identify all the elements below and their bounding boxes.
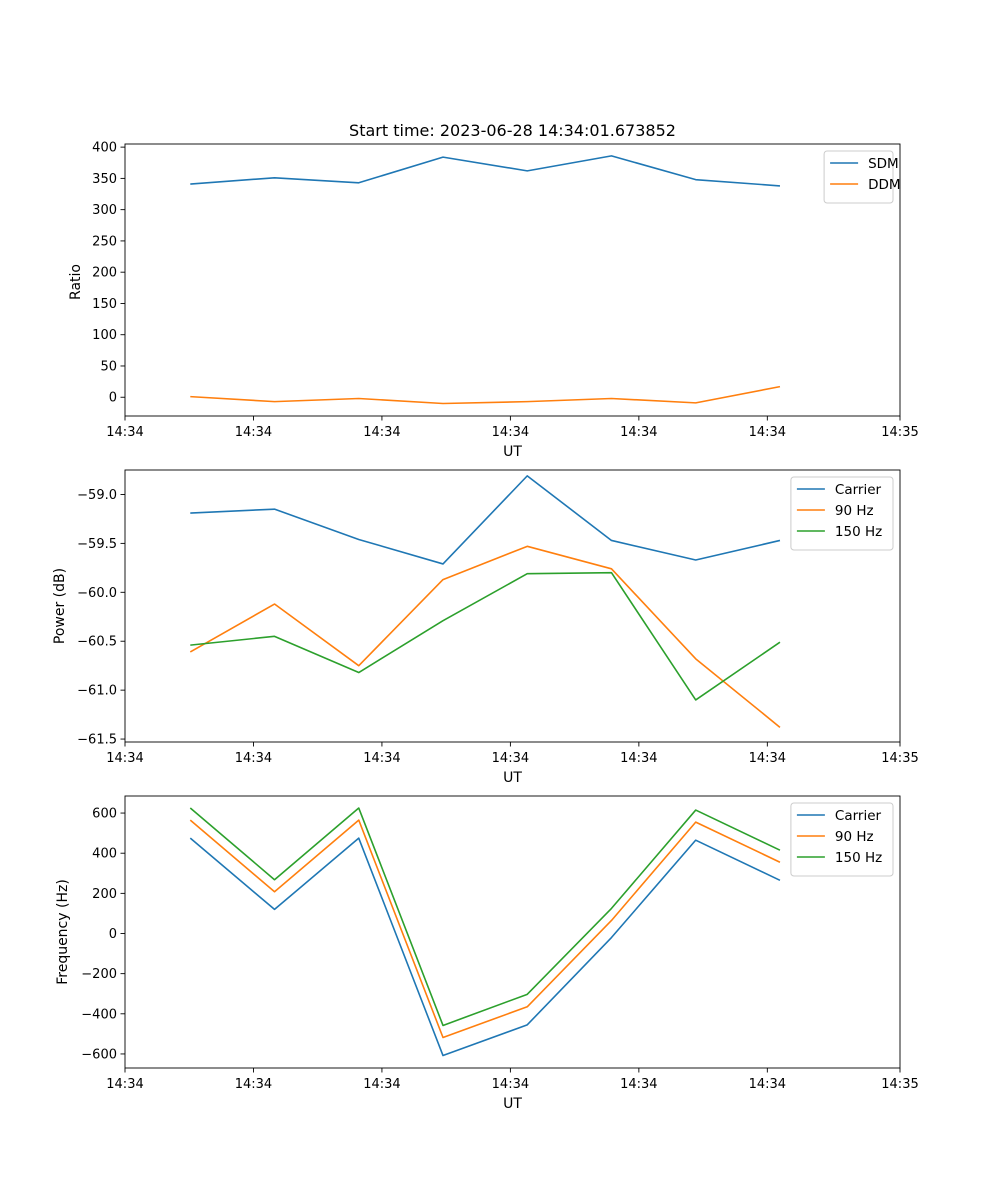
- frequency-axes-frame: [124, 795, 901, 1069]
- frequency-x-tick-label: 14:34: [235, 1077, 272, 1092]
- ratio-series-sdm-line: [190, 155, 781, 187]
- ratio-legend-label-sdm: SDM: [868, 156, 899, 172]
- power-y-tick-label: −60.0: [77, 586, 117, 601]
- power-x-tick-label: 14:34: [492, 751, 529, 766]
- ratio-y-label: Ratio: [68, 264, 84, 300]
- frequency-x-label: UT: [503, 1096, 522, 1112]
- ratio-y-tick-label: 200: [92, 266, 117, 281]
- ratio-y-tick-label: 150: [92, 297, 117, 312]
- ratio-x-tick-label: 14:34: [492, 425, 529, 440]
- power-series-carrier-line: [190, 475, 781, 565]
- ratio-legend-label-ddm: DDM: [868, 177, 900, 193]
- ratio-y-tick-label: 100: [92, 328, 117, 343]
- power-x-tick-label: 14:35: [881, 751, 918, 766]
- power-legend-label-150-hz: 150 Hz: [835, 524, 882, 540]
- ratio-x-tick-label: 14:34: [235, 425, 272, 440]
- power-y-tick-label: −59.5: [77, 537, 117, 552]
- frequency-y-tick-label: 0: [109, 927, 117, 942]
- power-x-tick-label: 14:34: [749, 751, 786, 766]
- ratio-y-tick-label: 50: [100, 359, 117, 374]
- power-x-label: UT: [503, 770, 522, 786]
- frequency-y-tick-label: 400: [92, 847, 117, 862]
- power-x-tick-label: 14:34: [235, 751, 272, 766]
- ratio-y-tick-label: 250: [92, 234, 117, 249]
- frequency-x-tick-label: 14:35: [881, 1077, 918, 1092]
- power-y-tick-label: −61.5: [77, 733, 117, 748]
- power-x-tick-label: 14:34: [363, 751, 400, 766]
- power-axes-frame: [124, 469, 901, 743]
- frequency-x-tick-label: 14:34: [363, 1077, 400, 1092]
- frequency-panel: 14:34 14:34 14:34 14:34 14:34 14:34 14:35 −600 −…: [81, 795, 919, 1092]
- frequency-y-tick-label: −200: [81, 967, 117, 982]
- ratio-y-tick-label: 300: [92, 203, 117, 218]
- frequency-legend-label-carrier: Carrier: [835, 808, 882, 824]
- frequency-y-tick-label: −400: [81, 1007, 117, 1022]
- ratio-y-tick-label: 0: [109, 391, 117, 406]
- power-x-tick-label: 14:34: [106, 751, 143, 766]
- ratio-x-tick-label: 14:34: [363, 425, 400, 440]
- frequency-y-tick-label: −600: [81, 1047, 117, 1062]
- frequency-y-label: Frequency (Hz): [55, 879, 71, 985]
- ratio-x-tick-label: 14:34: [106, 425, 143, 440]
- power-panel: 14:34 14:34 14:34 14:34 14:34 14:34 14:35 −61.5…: [77, 469, 919, 766]
- power-legend-label-carrier: Carrier: [835, 482, 882, 498]
- ratio-legend-box: [823, 150, 894, 204]
- power-y-tick-label: −61.0: [77, 684, 117, 699]
- frequency-x-tick-label: 14:34: [106, 1077, 143, 1092]
- ratio-x-tick-label: 14:34: [620, 425, 657, 440]
- power-series-150-hz-line: [190, 571, 781, 701]
- ratio-y-tick-label: 350: [92, 172, 117, 187]
- frequency-series-carrier-line: [189, 837, 781, 1057]
- power-legend-label-90-hz: 90 Hz: [835, 503, 874, 519]
- ratio-y-tick-label: 400: [92, 141, 117, 156]
- frequency-y-tick-label: 200: [92, 887, 117, 902]
- power-x-tick-label: 14:34: [620, 751, 657, 766]
- power-y-tick-label: −59.0: [77, 488, 117, 503]
- power-series-90-hz-line: [189, 545, 781, 728]
- power-y-tick-label: −60.5: [77, 635, 117, 650]
- frequency-series-150-hz-line: [189, 807, 781, 1027]
- frequency-series-90-hz-line: [189, 819, 781, 1039]
- frequency-y-tick-label: 600: [92, 807, 117, 822]
- frequency-legend-label-150-hz: 150 Hz: [835, 850, 882, 866]
- power-y-label: Power (dB): [52, 568, 68, 644]
- ratio-series-ddm-line: [190, 385, 781, 405]
- ratio-x-tick-label: 14:35: [881, 425, 918, 440]
- ratio-panel: 14:34 14:34 14:34 14:34 14:34 14:34 14:35 0 50 10…: [92, 141, 919, 440]
- ratio-axes-frame: [124, 143, 901, 417]
- frequency-x-tick-label: 14:34: [492, 1077, 529, 1092]
- ratio-x-label: UT: [503, 444, 522, 460]
- chart-title: Start time: 2023-06-28 14:34:01.673852: [349, 121, 676, 140]
- frequency-x-tick-label: 14:34: [749, 1077, 786, 1092]
- ratio-x-tick-label: 14:34: [749, 425, 786, 440]
- frequency-x-tick-label: 14:34: [620, 1077, 657, 1092]
- frequency-legend-label-90-hz: 90 Hz: [835, 829, 874, 845]
